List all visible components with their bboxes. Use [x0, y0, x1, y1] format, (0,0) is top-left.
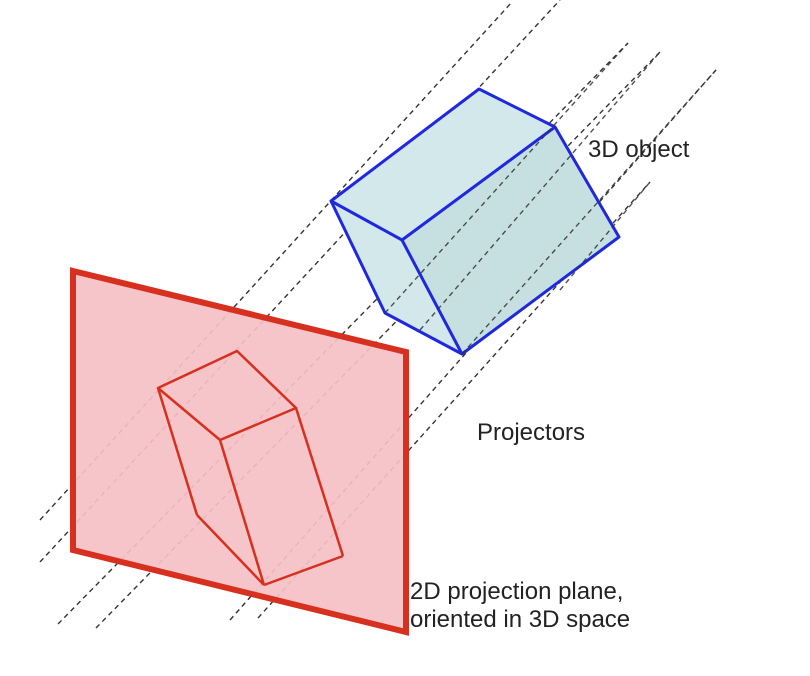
projector-line: [419, 51, 661, 331]
3d-object: [329, 87, 621, 356]
projector-line: [461, 69, 717, 355]
plane-label: 2D projection plane, oriented in 3D spac…: [410, 578, 630, 634]
object-edge: [330, 199, 403, 242]
projected-edge: [196, 514, 265, 586]
plane-label-line1: 2D projection plane,: [410, 578, 624, 605]
projected-edge: [263, 554, 344, 587]
projector-line: [384, 42, 629, 314]
plane-label-line2: oriented in 3D space: [410, 606, 631, 633]
object-front-face: [402, 127, 619, 354]
object-edge: [400, 239, 464, 355]
projector-lines-front: [384, 42, 717, 355]
projection-plane: [70, 267, 409, 636]
projected-edge: [218, 439, 266, 586]
projected-edge: [156, 387, 199, 516]
projected-shape: [156, 349, 345, 587]
projected-edge: [294, 407, 345, 557]
object-label: 3D object: [588, 136, 690, 163]
projectors-label: Projectors: [477, 419, 586, 446]
object-edge: [401, 125, 556, 242]
projector-line: [559, 181, 651, 291]
